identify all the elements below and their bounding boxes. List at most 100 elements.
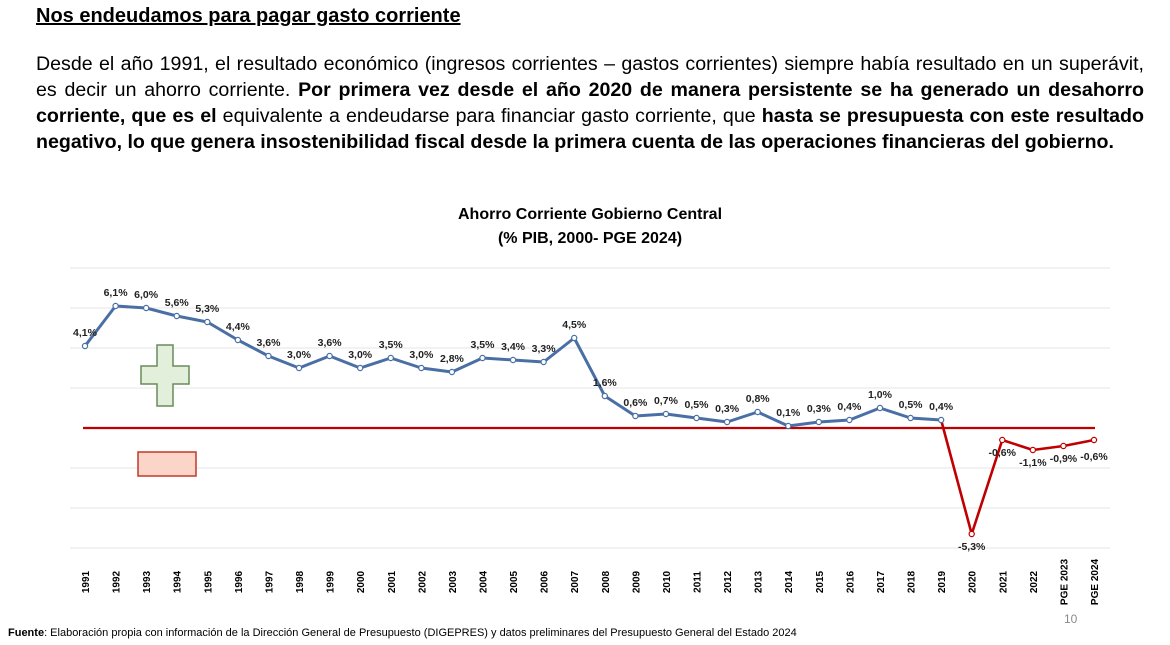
data-label: 0,1% [776,407,801,419]
source-note: Fuente: Elaboración propia con informaci… [8,627,797,639]
data-label: -0,6% [1080,451,1108,463]
data-label: 3,0% [348,349,373,361]
data-label: 4,5% [562,319,587,331]
data-point [1060,442,1067,450]
x-tick-label: 2022 [1029,570,1040,593]
data-point [1029,446,1037,454]
slide-title: Nos endeudamos para pagar gasto corrient… [36,5,461,27]
intro-part-3: equivalente a endeudarse para financiar … [216,105,762,127]
x-tick-label: 2021 [998,570,1009,593]
data-point [387,354,394,362]
x-axis-ticks: 1991 1992 1993 1994 1995 1996 1997 1998 1999 2000… [81,558,1101,605]
data-point [142,304,150,312]
x-tick-label: 1999 [326,570,337,593]
x-tick-label: 1996 [234,570,245,593]
data-point [448,368,456,376]
data-point [173,312,180,320]
x-tick-label: 1995 [203,570,214,593]
data-label: 0,3% [807,403,832,415]
data-point [479,354,486,362]
x-tick-label: 2008 [601,570,612,593]
data-label: 3,3% [532,343,557,355]
x-tick-label: PGE 2023 [1059,558,1070,605]
data-label: 6,1% [104,287,129,299]
data-label: 1,0% [868,389,893,401]
data-point [693,414,700,422]
data-label: -1,1% [1019,457,1047,469]
data-point [723,418,731,426]
data-label: 0,5% [685,399,710,411]
data-label: 4,1% [73,327,98,339]
data-label: 5,6% [165,297,190,309]
data-point [815,418,823,426]
gridlines [70,267,1110,549]
x-tick-label: 1991 [81,570,92,593]
data-point [356,364,364,372]
data-point [571,334,578,342]
data-point [754,408,761,416]
data-label: 3,6% [318,337,343,349]
data-label: 0,8% [746,393,771,405]
data-label: 3,5% [379,339,404,351]
x-tick-label: 1993 [142,570,153,593]
data-point [662,410,670,418]
data-label: 3,5% [471,339,496,351]
data-label: 1,6% [593,377,618,389]
data-label: 0,4% [837,401,862,413]
x-tick-label: 2003 [448,570,459,593]
x-tick-label: 2004 [478,570,489,593]
chart-title: Ahorro Corriente Gobierno Central (% PIB… [380,203,800,251]
intro-part-1: Desde el año 1991, el resultado económic… [36,53,1144,101]
data-label: 0,4% [929,401,954,413]
data-point [601,392,608,400]
intro-paragraph: Desde el año 1991, el resultado económic… [36,51,1144,155]
data-point [295,364,303,372]
data-label: 3,6% [256,337,281,349]
x-tick-label: 2009 [631,570,642,593]
x-tick-label: 1997 [264,570,275,593]
data-point [265,352,272,360]
chart-title-line-2: (% PIB, 2000- PGE 2024) [497,230,683,247]
data-point [540,358,547,366]
data-point [509,356,517,364]
data-label: 3,0% [409,349,434,361]
data-point [785,422,792,430]
x-tick-label: 2019 [937,570,948,593]
minus-sign-icon [137,451,197,477]
data-point [1090,436,1098,444]
x-tick-label: 2010 [662,570,673,593]
data-point [876,404,884,412]
data-label: 3,0% [287,349,312,361]
data-label: -0,9% [1050,453,1078,465]
data-label: 2,8% [440,353,465,365]
sign-symbols [137,344,197,477]
x-tick-label: 2018 [907,570,918,593]
data-label: 6,0% [134,289,159,301]
x-tick-label: 1992 [112,570,123,593]
data-point [418,364,425,372]
data-label: 5,3% [195,303,220,315]
data-point [234,336,242,344]
x-tick-label: 2016 [845,570,856,593]
chart-title-line-1: Ahorro Corriente Gobierno Central [457,206,723,223]
page-number: 10 [1064,612,1078,626]
x-tick-label: 2020 [968,570,979,593]
data-point [937,416,945,424]
data-point [968,530,975,538]
data-point [907,414,914,422]
data-point [632,412,639,420]
data-label: 0,6% [623,397,648,409]
x-tick-label: 1998 [295,570,306,593]
x-tick-label: 2007 [570,570,581,593]
data-label: -5,3% [958,541,986,553]
x-tick-label: PGE 2024 [1090,558,1101,605]
data-labels: 4,1% 6,1% 6,0% 5,6% 5,3% 4,4% 3,6% 3,0% 3,6% 3,0%… [73,287,1108,553]
intro-part-4: hasta se presupuesta con este resultado … [36,105,1144,153]
x-tick-label: 2005 [509,570,520,593]
x-tick-label: 2000 [356,570,367,593]
series-line-negative [939,419,1095,536]
plus-sign-icon [140,344,190,407]
x-tick-label: 2001 [387,570,398,593]
data-point [326,352,333,360]
